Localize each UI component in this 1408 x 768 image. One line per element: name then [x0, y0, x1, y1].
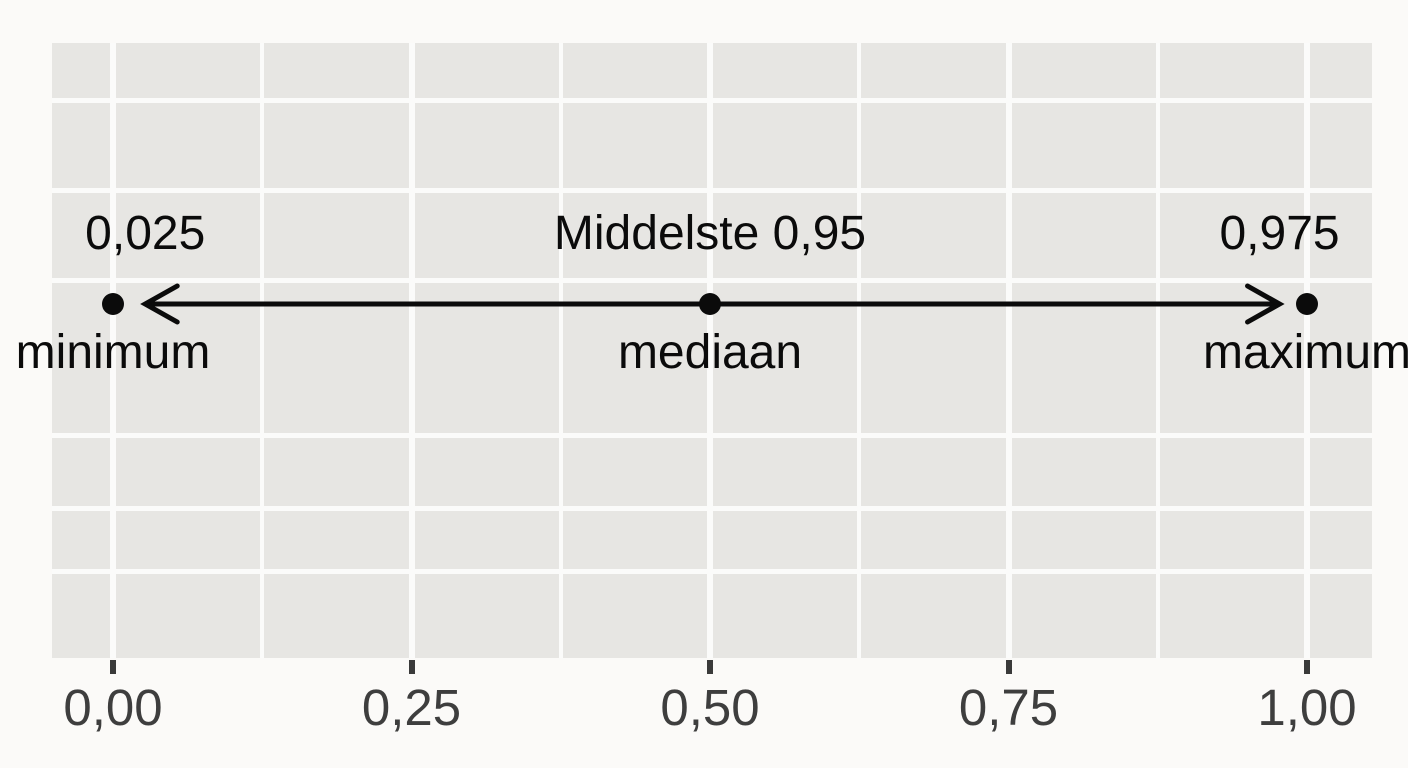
gridline-vertical-minor [558, 43, 563, 658]
x-axis-tick-label: 1,00 [1257, 679, 1357, 736]
x-axis-tick-label: 0,50 [660, 679, 760, 736]
name-label: mediaan [617, 326, 803, 379]
value-label: 0,975 [1219, 207, 1340, 260]
gridline-vertical-major [110, 43, 116, 658]
gridline-vertical-minor [857, 43, 862, 658]
x-axis-tick-label: 0,75 [958, 679, 1059, 736]
plot-panel [52, 43, 1372, 658]
x-axis-tick [707, 660, 713, 674]
name-label: minimum [15, 326, 211, 379]
x-axis-tick [110, 660, 116, 674]
gridline-vertical-major [1005, 43, 1012, 658]
gridline-vertical-minor [1155, 43, 1160, 658]
x-axis-tick-label: 0,00 [63, 679, 163, 736]
gridline-vertical-major [1304, 43, 1310, 658]
gridline-vertical-minor [260, 43, 265, 658]
x-axis-tick [1005, 660, 1012, 674]
gridline-vertical-major [408, 43, 415, 658]
x-axis-tick-label: 0,25 [361, 679, 462, 736]
x-axis-tick [408, 660, 415, 674]
name-label: maximum [1202, 326, 1408, 379]
value-label: Middelste 0,95 [553, 207, 867, 260]
x-axis-tick [1304, 660, 1310, 674]
gridline-vertical-major [707, 43, 713, 658]
value-label: 0,025 [85, 207, 206, 260]
